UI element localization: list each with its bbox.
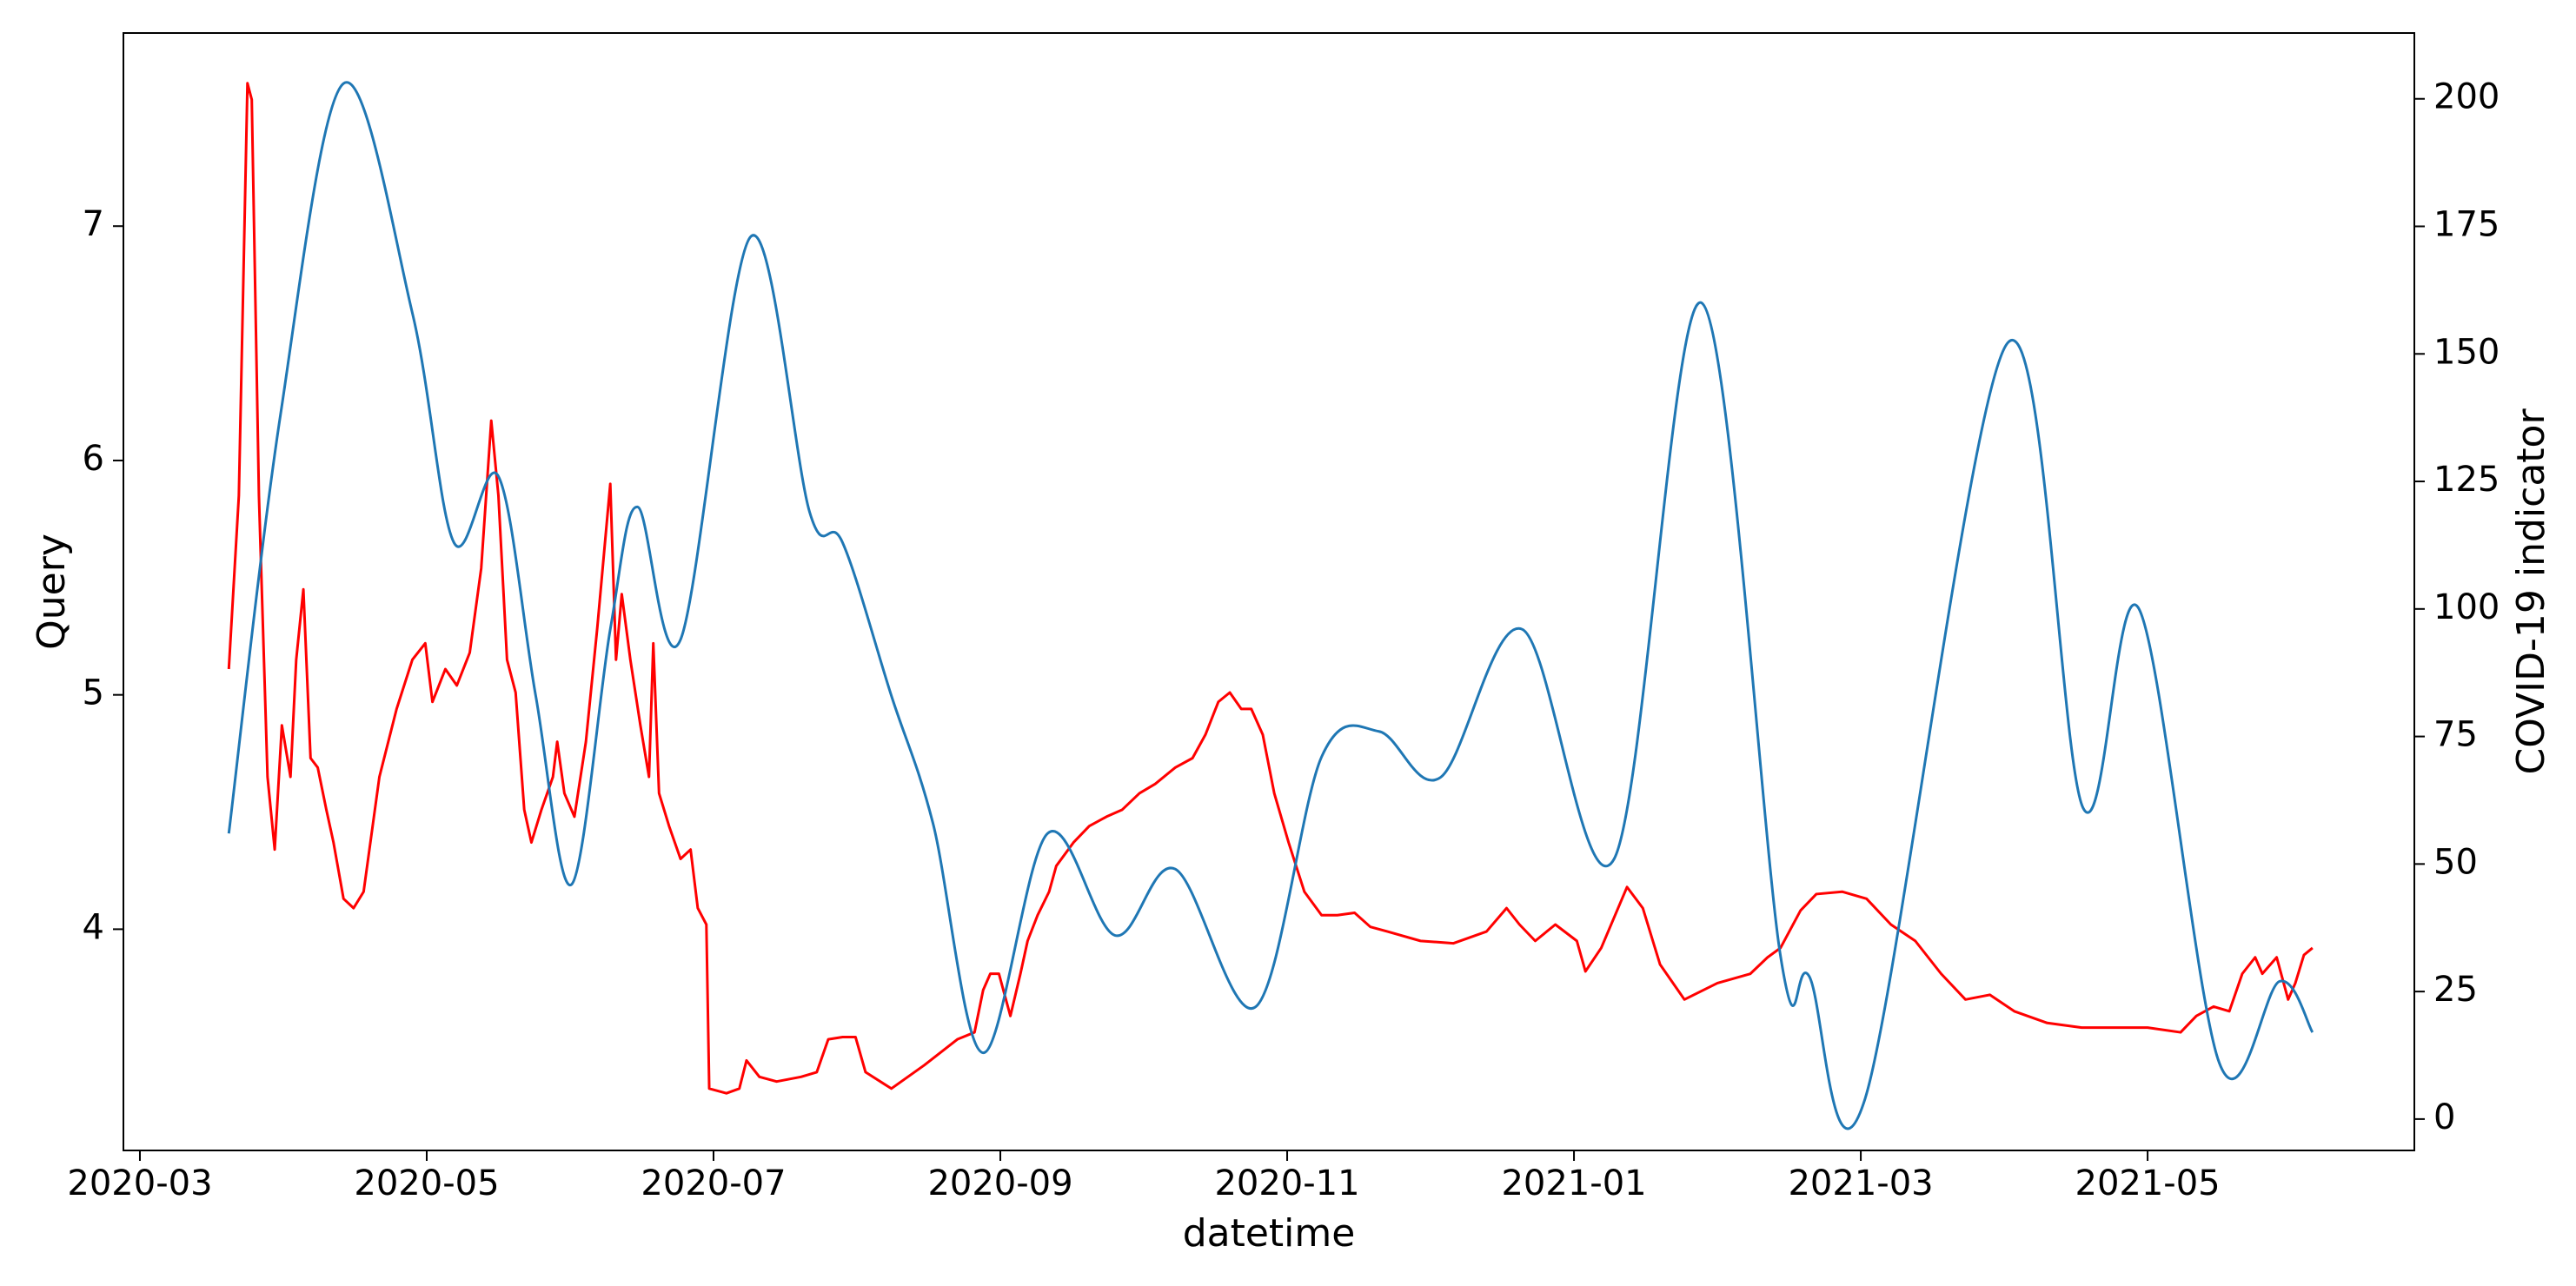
x-tick-label: 2020-07 [641, 1163, 786, 1203]
y2-tick-label: 25 [2433, 970, 2478, 1010]
x-tick-label: 2020-03 [67, 1163, 212, 1203]
x-tick-label: 2020-05 [354, 1163, 499, 1203]
y2-tick-label: 0 [2433, 1097, 2455, 1137]
y2-tick-label: 75 [2433, 715, 2478, 755]
x-axis-label: datetime [1183, 1211, 1356, 1256]
y2-tick-label: 50 [2433, 842, 2478, 882]
y-axis-label: Query [30, 534, 74, 650]
plot-frame [123, 32, 2415, 1151]
y-tick-label: 5 [83, 673, 104, 713]
y-tick-label: 4 [83, 907, 104, 947]
y-tick-label: 6 [83, 439, 104, 479]
y2-axis-label: COVID-19 indicator [2509, 408, 2553, 775]
y2-tick-label: 175 [2433, 205, 2500, 245]
data-line [227, 81, 2314, 1130]
y-tick-label: 7 [83, 204, 104, 244]
x-tick-label: 2021-03 [1788, 1163, 1933, 1203]
y2-tick-label: 125 [2433, 460, 2500, 500]
x-tick-label: 2021-05 [2075, 1163, 2221, 1203]
x-tick-label: 2020-11 [1214, 1163, 1359, 1203]
x-tick-label: 2021-01 [1501, 1163, 1646, 1203]
x-tick-label: 2020-09 [927, 1163, 1072, 1203]
y2-tick-label: 150 [2433, 332, 2500, 372]
y2-tick-label: 100 [2433, 587, 2500, 627]
y2-tick-label: 200 [2433, 77, 2500, 117]
